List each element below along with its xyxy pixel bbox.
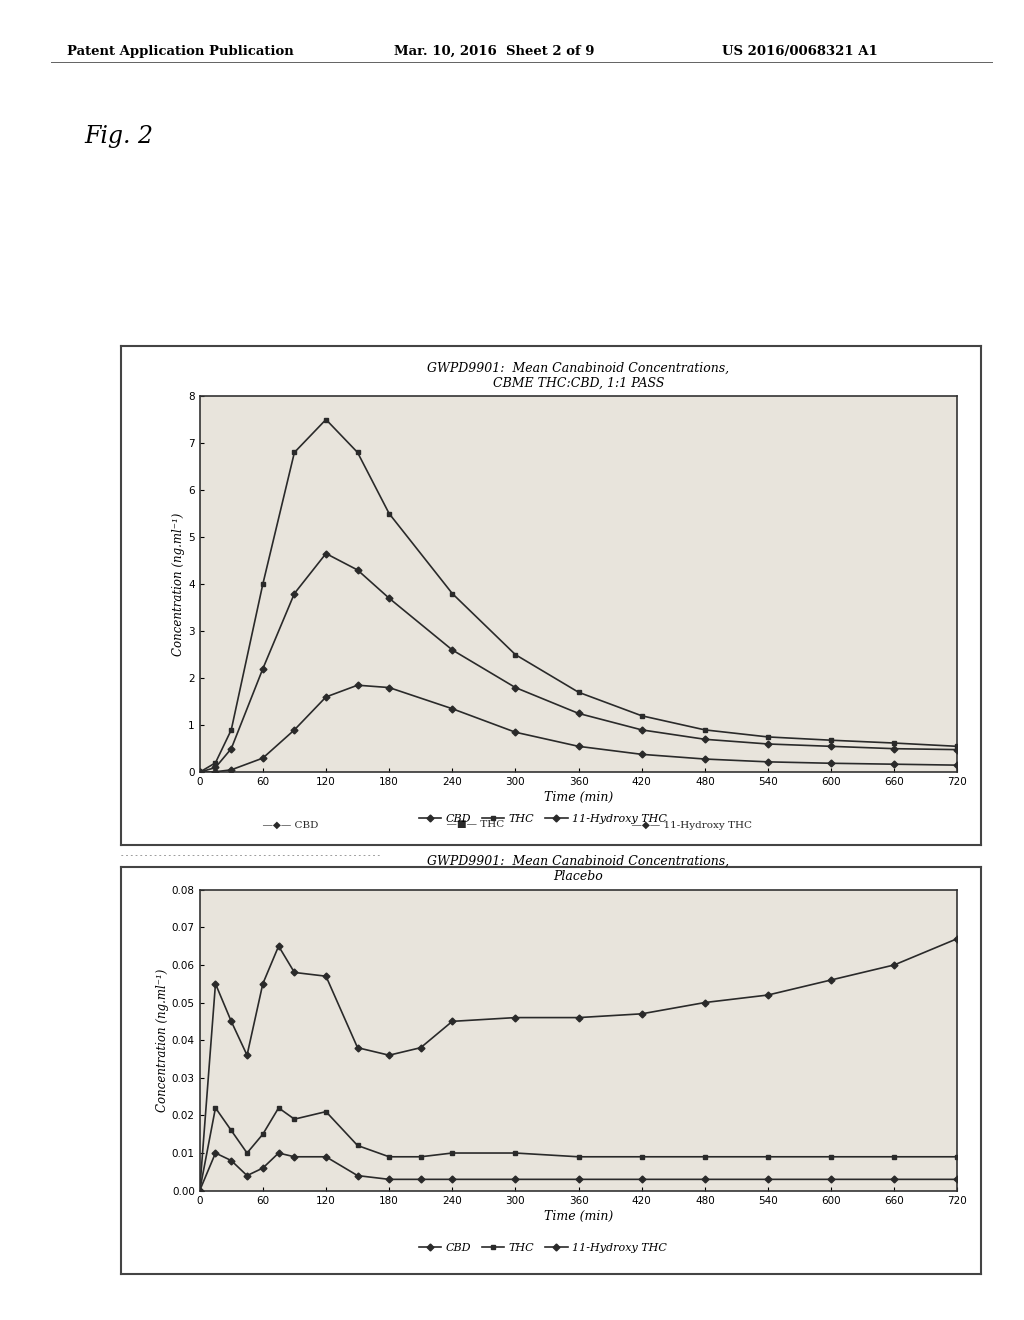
Text: - - - - - - - - - - - - - - - - - - - - - - - - - - - - - - - - - - - - - - - - : - - - - - - - - - - - - - - - - - - - - …	[121, 853, 382, 858]
Text: Patent Application Publication: Patent Application Publication	[67, 45, 293, 58]
Y-axis label: Concentration (ng.ml⁻¹): Concentration (ng.ml⁻¹)	[172, 512, 185, 656]
Text: Fig. 2: Fig. 2	[84, 125, 153, 148]
Text: US 2016/0068321 A1: US 2016/0068321 A1	[722, 45, 878, 58]
Legend: CBD, THC, 11-Hydroxy THC: CBD, THC, 11-Hydroxy THC	[414, 1238, 672, 1258]
X-axis label: Time (min): Time (min)	[544, 1209, 613, 1222]
Text: —■— THC: —■— THC	[440, 821, 505, 829]
Title: GWPD9901:  Mean Canabinoid Concentrations,
CBME THC:CBD, 1:1 PASS: GWPD9901: Mean Canabinoid Concentrations…	[427, 362, 730, 389]
Text: —◆— CBD: —◆— CBD	[256, 821, 318, 829]
Legend: CBD, THC, 11-Hydroxy THC: CBD, THC, 11-Hydroxy THC	[414, 809, 672, 829]
Text: Mar. 10, 2016  Sheet 2 of 9: Mar. 10, 2016 Sheet 2 of 9	[394, 45, 595, 58]
X-axis label: Time (min): Time (min)	[544, 791, 613, 804]
Y-axis label: Concentration (ng.ml⁻¹): Concentration (ng.ml⁻¹)	[156, 969, 169, 1111]
Text: —◆— 11-Hydroxy THC: —◆— 11-Hydroxy THC	[625, 821, 752, 829]
Title: GWPD9901:  Mean Canabinoid Concentrations,
Placebo: GWPD9901: Mean Canabinoid Concentrations…	[427, 855, 730, 883]
